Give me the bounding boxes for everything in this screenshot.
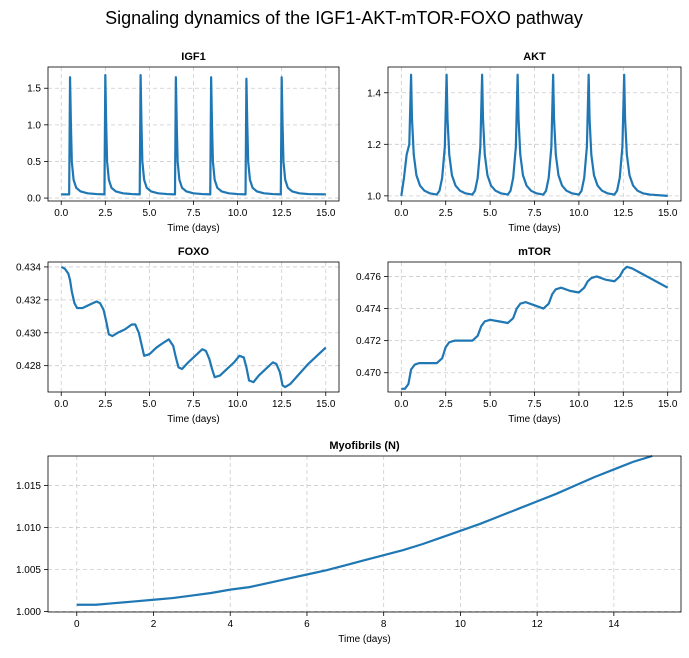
y-tick-label-mtor-0: 0.470 (356, 368, 381, 379)
subplot-title-akt: AKT (523, 51, 546, 63)
x-tick-label-mtor-3: 7.5 (528, 399, 542, 410)
x-tick-label-mtor-5: 12.5 (614, 399, 634, 410)
subplot-title-foxo: FOXO (178, 246, 210, 258)
x-tick-label-foxo-5: 12.5 (272, 399, 292, 410)
x-tick-label-mtor-0: 0.0 (394, 399, 408, 410)
subplot-title-igf1: IGF1 (181, 51, 205, 63)
x-tick-label-akt-4: 10.0 (569, 208, 589, 219)
series-line-akt-0 (400, 73, 668, 197)
y-tick-label-mtor-1: 0.472 (356, 336, 381, 347)
y-tick-label-mtor-2: 0.474 (356, 304, 381, 315)
subplot-akt: 0.0 2.5 5.0 7.5 10.0 12.5 15.0 1.0 1.2 1.4 AKT Time… (367, 51, 682, 234)
y-tick-label-igf1-0: 0.0 (27, 194, 41, 205)
x-tick-label-mtor-6: 15.0 (658, 399, 678, 410)
x-tick-label-foxo-1: 2.5 (98, 399, 112, 410)
x-tick-label-myofibrils-1: 2 (151, 619, 157, 630)
x-tick-label-akt-3: 7.5 (528, 208, 542, 219)
y-tick-label-akt-0: 1.0 (367, 191, 381, 202)
x-tick-label-igf1-0: 0.0 (54, 208, 68, 219)
x-axis-label-foxo: Time (days) (167, 414, 219, 425)
figure-title: Signaling dynamics of the IGF1-AKT-mTOR-… (105, 8, 583, 28)
x-tick-label-igf1-3: 7.5 (187, 208, 201, 219)
x-tick-label-mtor-4: 10.0 (569, 399, 589, 410)
y-tick-label-foxo-1: 0.430 (16, 328, 41, 339)
x-tick-label-igf1-6: 15.0 (316, 208, 336, 219)
x-tick-label-akt-0: 0.0 (394, 208, 408, 219)
x-tick-label-akt-5: 12.5 (614, 208, 634, 219)
x-tick-label-akt-6: 15.0 (658, 208, 678, 219)
x-tick-label-myofibrils-5: 10 (455, 619, 467, 630)
x-axis-label-igf1: Time (days) (167, 223, 219, 234)
y-tick-label-akt-1: 1.2 (367, 140, 381, 151)
subplot-myofibrils: 0 2 4 6 8 10 12 14 1.000 1.005 1.010 1.015 Myofibril… (16, 440, 682, 645)
y-tick-label-foxo-3: 0.434 (16, 262, 41, 273)
x-tick-label-mtor-2: 5.0 (483, 399, 497, 410)
x-tick-label-myofibrils-4: 8 (381, 619, 387, 630)
subplot-title-myofibrils: Myofibrils (N) (329, 440, 400, 452)
x-axis-label-myofibrils: Time (days) (338, 634, 390, 645)
x-tick-label-akt-1: 2.5 (439, 208, 453, 219)
x-tick-label-foxo-2: 5.0 (142, 399, 156, 410)
subplot-mtor: 0.0 2.5 5.0 7.5 10.0 12.5 15.0 0.470 0.472 0.474 0… (356, 246, 682, 425)
subplot-igf1: 0.0 2.5 5.0 7.5 10.0 12.5 15.0 0.0 0.5 1.0 1.5 IGF1… (27, 51, 340, 234)
x-axis-label-mtor: Time (days) (508, 414, 560, 425)
y-tick-label-akt-2: 1.4 (367, 88, 381, 99)
x-tick-label-akt-2: 5.0 (483, 208, 497, 219)
x-tick-label-igf1-1: 2.5 (98, 208, 112, 219)
y-tick-label-myofibrils-1: 1.005 (16, 565, 41, 576)
x-tick-label-mtor-1: 2.5 (439, 399, 453, 410)
x-tick-label-igf1-2: 5.0 (142, 208, 156, 219)
x-tick-label-foxo-0: 0.0 (54, 399, 68, 410)
x-tick-label-foxo-4: 10.0 (228, 399, 248, 410)
y-tick-label-myofibrils-0: 1.000 (16, 607, 41, 618)
subplot-grid: 0.0 2.5 5.0 7.5 10.0 12.5 15.0 0.0 0.5 1.0 1.5 IGF1… (16, 51, 682, 645)
y-tick-label-myofibrils-2: 1.010 (16, 523, 41, 534)
x-tick-label-myofibrils-6: 12 (532, 619, 544, 630)
x-tick-label-myofibrils-3: 6 (304, 619, 310, 630)
subplot-title-mtor: mTOR (518, 246, 551, 258)
x-tick-label-myofibrils-7: 14 (608, 619, 620, 630)
subplot-foxo: 0.0 2.5 5.0 7.5 10.0 12.5 15.0 0.428 0.430 0.432 0… (16, 246, 340, 425)
x-tick-label-igf1-5: 12.5 (272, 208, 292, 219)
y-tick-label-foxo-0: 0.428 (16, 361, 41, 372)
y-tick-label-foxo-2: 0.432 (16, 295, 41, 306)
x-tick-label-igf1-4: 10.0 (228, 208, 248, 219)
y-tick-label-myofibrils-3: 1.015 (16, 481, 41, 492)
x-tick-label-myofibrils-2: 4 (227, 619, 233, 630)
series-line-foxo-0 (60, 265, 327, 389)
x-tick-label-foxo-6: 15.0 (316, 399, 336, 410)
series-line-mtor-0 (401, 265, 669, 390)
x-tick-label-foxo-3: 7.5 (187, 399, 201, 410)
series-line-igf1-0 (61, 73, 326, 196)
y-tick-label-mtor-3: 0.476 (356, 272, 381, 283)
y-tick-label-igf1-1: 0.5 (27, 157, 41, 168)
y-tick-label-igf1-2: 1.0 (27, 120, 41, 131)
series-line-myofibrils-0 (76, 454, 653, 606)
x-axis-label-akt: Time (days) (508, 223, 560, 234)
y-tick-label-igf1-3: 1.5 (27, 84, 41, 95)
x-tick-label-myofibrils-0: 0 (74, 619, 80, 630)
axes-frame-myofibrils (47, 455, 682, 613)
